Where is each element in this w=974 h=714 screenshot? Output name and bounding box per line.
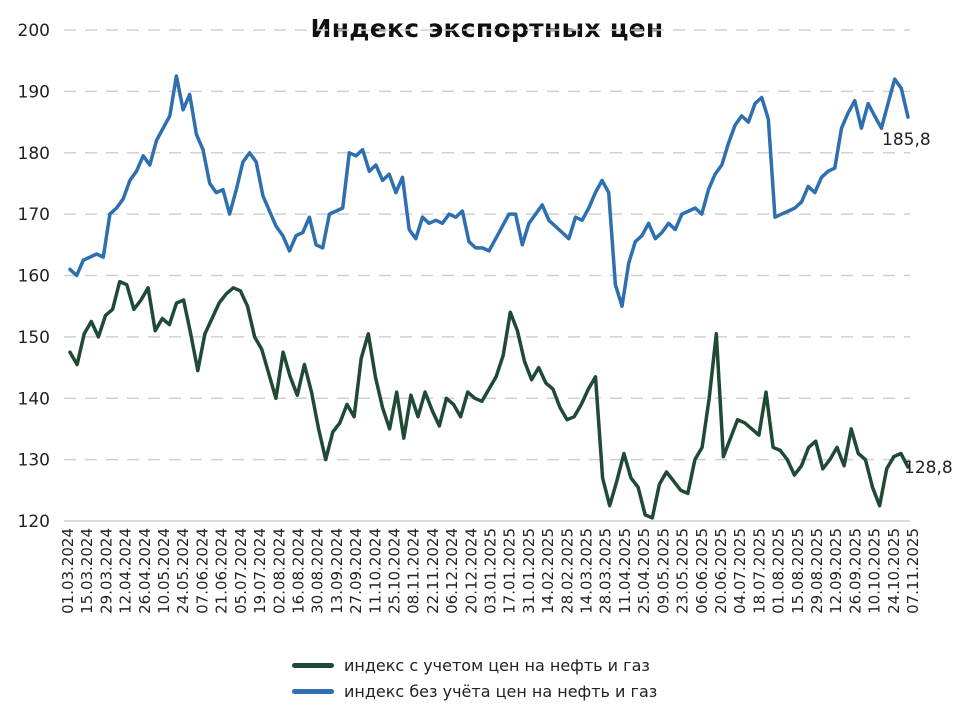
x-tick-label: 22.11.2024 (424, 528, 442, 614)
y-axis-ticks: 120 130 140 150 160 170 180 190 200 (18, 21, 50, 532)
x-tick-label: 28.02.2025 (558, 528, 576, 614)
x-tick-label: 31.01.2025 (520, 528, 538, 614)
x-tick-label: 24.05.2024 (174, 528, 192, 614)
x-tick-label: 23.05.2025 (674, 528, 692, 614)
y-tick-label: 130 (18, 451, 50, 471)
x-tick-label: 20.12.2024 (462, 528, 480, 614)
x-tick-label: 21.06.2024 (213, 528, 231, 614)
x-tick-label: 11.04.2025 (616, 528, 634, 614)
x-tick-label: 07.11.2025 (904, 528, 922, 614)
end-value-label: 128,8 (904, 458, 953, 478)
y-tick-label: 150 (18, 328, 50, 348)
x-tick-label: 30.08.2024 (309, 528, 327, 614)
legend-item-without-oil-gas: индекс без учёта цен на нефть и газ (292, 678, 657, 704)
x-tick-label: 25.10.2024 (385, 528, 403, 614)
y-tick-label: 170 (18, 205, 50, 225)
x-tick-label: 29.08.2025 (808, 528, 826, 614)
x-tick-label: 10.05.2024 (155, 528, 173, 614)
x-tick-label: 29.03.2024 (97, 528, 115, 614)
x-tick-label: 05.07.2024 (232, 528, 250, 614)
x-tick-label: 04.07.2025 (731, 528, 749, 614)
y-tick-label: 200 (18, 21, 50, 41)
x-tick-label: 24.10.2025 (885, 528, 903, 614)
x-tick-label: 03.01.2025 (482, 528, 500, 614)
end-value-label: 185,8 (882, 130, 931, 150)
x-tick-label: 11.10.2024 (366, 528, 384, 614)
x-tick-label: 17.01.2025 (501, 528, 519, 614)
y-tick-label: 120 (18, 512, 50, 532)
x-tick-label: 10.10.2025 (866, 528, 884, 614)
x-tick-label: 01.03.2024 (59, 528, 77, 614)
x-tick-label: 16.08.2024 (289, 528, 307, 614)
series-line-with-oil-gas (68, 279, 910, 520)
x-tick-label: 20.06.2025 (712, 528, 730, 614)
y-tick-label: 140 (18, 389, 50, 409)
y-tick-label: 160 (18, 267, 50, 287)
x-tick-label: 12.09.2025 (827, 528, 845, 614)
x-tick-label: 19.07.2024 (251, 528, 269, 614)
x-tick-label: 09.05.2025 (654, 528, 672, 614)
x-tick-label: 07.06.2024 (193, 528, 211, 614)
x-axis-ticks: 01.03.2024 15.03.2024 29.03.2024 12.04.2024… (59, 528, 922, 614)
end-labels: 128,8 185,8 (882, 130, 953, 478)
legend-swatch-green (292, 662, 334, 668)
x-tick-label: 27.09.2024 (347, 528, 365, 614)
x-tick-label: 28.03.2025 (597, 528, 615, 614)
x-tick-label: 14.03.2025 (578, 528, 596, 614)
x-tick-label: 15.03.2024 (78, 528, 96, 614)
x-tick-label: 08.11.2024 (405, 528, 423, 614)
x-tick-label: 18.07.2025 (750, 528, 768, 614)
x-tick-label: 12.04.2024 (117, 528, 135, 614)
x-tick-label: 02.08.2024 (270, 528, 288, 614)
x-tick-label: 26.04.2024 (136, 528, 154, 614)
x-tick-label: 25.04.2025 (635, 528, 653, 614)
series-lines (68, 74, 910, 520)
chart-title: Индекс экспортных цен (310, 14, 664, 43)
y-tick-label: 180 (18, 144, 50, 164)
x-tick-label: 26.09.2025 (846, 528, 864, 614)
x-tick-label: 06.12.2024 (443, 528, 461, 614)
gridlines (64, 29, 910, 522)
legend-swatch-blue (292, 688, 334, 694)
x-tick-label: 14.02.2025 (539, 528, 557, 614)
x-tick-label: 01.08.2025 (770, 528, 788, 614)
legend: индекс с учетом цен на нефть и газ индек… (292, 652, 657, 704)
x-tick-label: 06.06.2025 (693, 528, 711, 614)
legend-item-with-oil-gas: индекс с учетом цен на нефть и газ (292, 652, 657, 678)
legend-label: индекс без учёта цен на нефть и газ (344, 681, 658, 701)
x-tick-label: 13.09.2024 (328, 528, 346, 614)
x-tick-label: 15.08.2025 (789, 528, 807, 614)
legend-label: индекс с учетом цен на нефть и газ (344, 655, 650, 675)
y-tick-label: 190 (18, 82, 50, 102)
series-line-without-oil-gas (68, 74, 910, 308)
